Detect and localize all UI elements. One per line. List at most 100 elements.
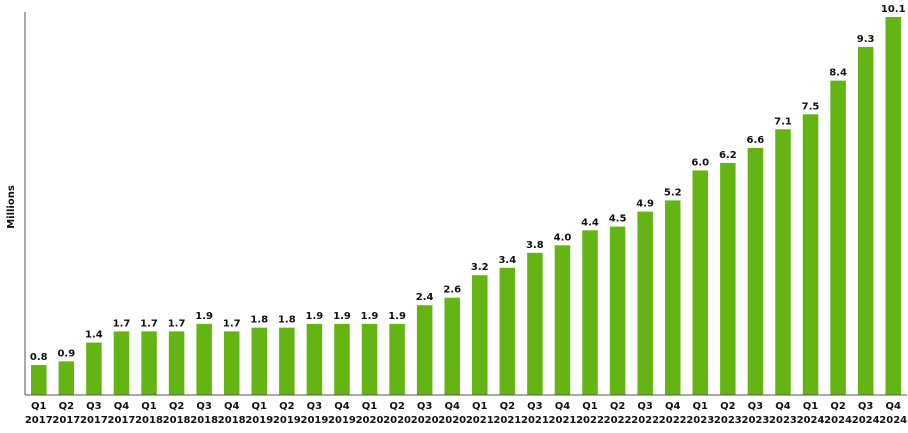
x-tick-year: 2021 [466,415,494,426]
bar-q2-2022 [609,226,626,395]
bar-q4-2023 [775,129,791,395]
bar-q1-2022 [582,230,598,395]
x-tick-quarter: Q2 [610,401,626,412]
value-label: 4.5 [609,214,627,225]
x-tick-quarter: Q3 [307,401,323,412]
x-tick-year: 2019 [273,415,301,426]
x-tick-quarter: Q4 [444,401,460,412]
value-label: 5.2 [664,187,682,198]
x-tick-year: 2024 [797,415,825,426]
value-label: 1.4 [85,330,103,341]
x-tick-quarter: Q4 [334,401,350,412]
bar-q3-2023 [747,147,764,395]
x-tick-year: 2019 [300,415,328,426]
bar-q2-2021 [499,267,516,395]
value-label: 9.3 [857,34,875,45]
x-tick-quarter: Q2 [389,401,405,412]
value-label: 1.8 [278,315,296,326]
bars-layer [31,17,901,396]
value-label: 7.1 [774,116,792,127]
x-tick-quarter: Q1 [362,401,378,412]
value-label: 1.7 [168,318,186,329]
value-label: 6.2 [719,150,737,161]
x-tick-year: 2024 [824,415,852,426]
bar-q3-2020 [416,305,433,395]
bar-q2-2020 [389,323,405,395]
x-tick-quarter: Q1 [803,401,819,412]
x-tick-quarter: Q2 [279,401,295,412]
x-tick-year: 2018 [218,415,246,426]
value-label: 6.0 [691,157,709,168]
value-label: 7.5 [802,101,820,112]
x-tick-year: 2022 [631,415,659,426]
value-label: 1.7 [140,318,158,329]
bar-q4-2022 [664,200,681,395]
x-tick-year: 2020 [411,415,439,426]
x-tick-quarter: Q4 [665,401,681,412]
bar-q3-2024 [857,46,874,395]
bar-q2-2019 [279,327,295,395]
value-label: 4.9 [636,199,654,210]
bar-q4-2019 [334,323,350,395]
value-label: 1.7 [223,318,241,329]
x-tick-year: 2022 [604,415,632,426]
x-tick-quarter: Q2 [830,401,846,412]
x-tick-labels-layer: Q1 2017 Q2 2017 Q3 2017 Q4 2017 Q1 2018 Q2 2018 Q3 20… [25,401,907,426]
value-label: 8.4 [829,68,847,79]
bar-q4-2018 [223,331,240,395]
x-tick-quarter: Q3 [527,401,543,412]
x-tick-year: 2017 [52,415,80,426]
x-tick-quarter: Q4 [555,401,571,412]
bar-q2-2024 [830,80,846,396]
x-tick-year: 2021 [549,415,577,426]
x-tick-year: 2023 [686,415,714,426]
bar-q1-2021 [472,275,488,395]
x-tick-year: 2023 [741,415,769,426]
value-label: 1.7 [113,318,131,329]
x-tick-quarter: Q4 [224,401,240,412]
value-label: 10.1 [881,4,906,15]
value-label: 3.2 [471,262,489,273]
x-tick-quarter: Q4 [775,401,791,412]
bar-q3-2022 [637,211,653,395]
x-tick-quarter: Q3 [196,401,212,412]
value-label: 0.9 [57,348,75,359]
x-tick-year: 2017 [80,415,108,426]
x-tick-quarter: Q4 [885,401,901,412]
bar-q4-2024 [885,17,901,395]
bar-q1-2017 [31,365,47,395]
bar-q2-2018 [168,331,185,395]
bar-q4-2017 [113,331,130,395]
x-tick-year: 2021 [493,415,521,426]
x-tick-quarter: Q1 [252,401,268,412]
x-tick-year: 2018 [135,415,163,426]
value-label: 1.8 [250,315,268,326]
bar-q1-2019 [251,327,268,395]
x-tick-quarter: Q3 [637,401,653,412]
bar-q2-2023 [720,162,736,395]
bar-q2-2017 [58,361,75,395]
x-tick-year: 2020 [383,415,411,426]
value-label: 6.6 [747,135,765,146]
value-label: 0.8 [30,352,48,363]
value-label: 1.9 [306,311,324,322]
x-tick-year: 2022 [659,415,687,426]
value-label: 1.9 [361,311,379,322]
x-tick-quarter: Q3 [858,401,874,412]
bar-q4-2021 [554,245,571,395]
value-label: 4.0 [554,232,572,243]
bar-q1-2020 [361,323,378,395]
value-label: 2.4 [416,292,434,303]
x-tick-year: 2024 [879,415,907,426]
x-tick-year: 2019 [328,415,356,426]
value-label: 4.4 [581,217,599,228]
x-tick-quarter: Q1 [31,401,47,412]
bar-q1-2024 [802,114,819,395]
x-tick-quarter: Q2 [500,401,516,412]
value-label: 1.9 [333,311,351,322]
value-label: 3.8 [526,240,544,251]
x-tick-year: 2020 [438,415,466,426]
value-label: 3.4 [498,255,516,266]
x-tick-year: 2024 [852,415,880,426]
